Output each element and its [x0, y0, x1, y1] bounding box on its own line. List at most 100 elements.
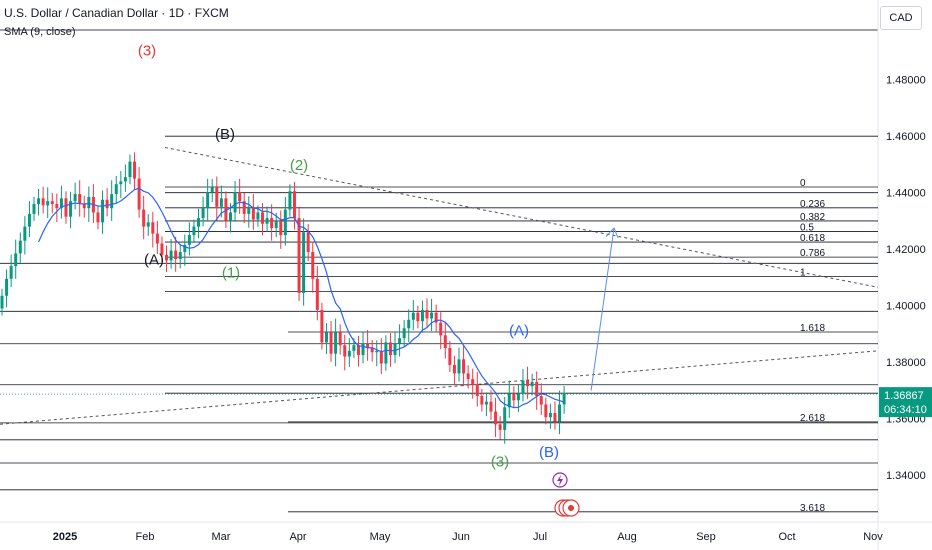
candle	[388, 333, 392, 367]
candle	[238, 178, 242, 214]
candle	[215, 176, 219, 221]
candle-body	[283, 209, 287, 236]
candle-body	[50, 201, 54, 204]
candle-body	[393, 343, 397, 356]
candle-body	[315, 278, 319, 310]
candle-body	[251, 206, 255, 220]
candle-body	[197, 218, 201, 227]
wave-label: (2)	[290, 157, 308, 174]
candle	[151, 211, 155, 248]
candle	[87, 186, 91, 223]
candle	[69, 191, 73, 229]
candle	[420, 300, 424, 333]
candle-body	[187, 235, 191, 245]
candle-body	[151, 222, 155, 234]
time-tick-label: Mar	[212, 531, 231, 543]
candle	[320, 302, 324, 350]
currency-button[interactable]: CAD	[880, 6, 922, 30]
candle-body	[548, 412, 552, 418]
candle	[174, 236, 178, 272]
candle-body	[425, 309, 429, 319]
wave-label: (3)	[138, 43, 156, 60]
candle-body	[229, 212, 232, 221]
sma-line	[38, 187, 565, 409]
candle	[347, 338, 351, 367]
candle-body	[452, 364, 456, 374]
candle	[384, 335, 388, 371]
candle-body	[388, 342, 392, 356]
candle-body	[288, 191, 292, 210]
candle-body	[489, 401, 493, 412]
candle-body	[311, 251, 315, 279]
candle-body	[361, 343, 365, 356]
candle	[178, 243, 182, 269]
price-tick-label: 1.46000	[886, 131, 926, 143]
candle	[315, 266, 319, 321]
candle-body	[407, 319, 411, 329]
candle	[283, 196, 287, 246]
projection-arrow-line	[590, 227, 615, 391]
candle-body	[256, 212, 260, 220]
time-tick-label: Jun	[452, 531, 470, 543]
candle	[521, 368, 525, 402]
candle-body	[46, 201, 50, 206]
candle-body	[448, 348, 452, 365]
event-icons	[552, 472, 580, 517]
candle	[32, 196, 36, 221]
candle	[334, 318, 338, 367]
candle-body	[78, 194, 82, 204]
candle	[558, 390, 562, 435]
price-tick-label: 1.34000	[886, 470, 926, 482]
candle	[526, 366, 530, 399]
time-tick-label: Jul	[533, 531, 547, 543]
candle-body	[507, 393, 511, 408]
candle	[553, 401, 557, 430]
candle	[512, 386, 516, 408]
candles	[0, 152, 566, 444]
wave-label: (A)	[509, 322, 529, 339]
candle	[242, 192, 246, 224]
candle-body	[562, 394, 566, 405]
candle-body	[110, 194, 114, 209]
calendar-event-icon-dot	[568, 505, 574, 511]
candle-body	[343, 345, 347, 357]
candle	[78, 180, 82, 217]
candle-body	[471, 379, 475, 385]
candle	[73, 182, 77, 210]
candle	[260, 203, 264, 236]
candle	[224, 191, 228, 228]
current-price-tag[interactable]: 1.36867 06:34:10	[0, 387, 932, 418]
candle-body	[494, 411, 498, 425]
candle-body	[155, 233, 159, 244]
candle-body	[18, 240, 22, 254]
candle-body	[165, 254, 169, 261]
candle	[233, 181, 237, 221]
candle	[356, 335, 360, 367]
fib-level-label: 0.5	[800, 222, 814, 233]
candle-body	[206, 192, 210, 209]
candle	[324, 323, 328, 354]
candle-body	[279, 220, 283, 236]
indicator-label[interactable]: SMA (9, close)	[4, 26, 76, 38]
candle	[41, 186, 45, 214]
candle-body	[420, 309, 424, 322]
candle	[548, 403, 552, 429]
candle-body	[69, 201, 73, 217]
candle	[311, 241, 315, 293]
fib-level-label: 0.786	[800, 248, 825, 259]
candle-body	[215, 187, 219, 207]
current-price-label: 1.36867	[884, 390, 924, 402]
upper-trendline	[164, 147, 879, 288]
candle-body	[484, 401, 488, 405]
candle-body	[64, 198, 68, 217]
candle	[18, 232, 22, 263]
symbol-title[interactable]: U.S. Dollar / Canadian Dollar · 1D · FXC…	[4, 6, 229, 20]
candle-body	[192, 226, 196, 236]
candle-body	[210, 187, 214, 193]
countdown-label: 06:34:10	[884, 404, 927, 416]
candle	[393, 332, 397, 364]
candle-body	[475, 384, 479, 397]
candle	[101, 190, 105, 234]
